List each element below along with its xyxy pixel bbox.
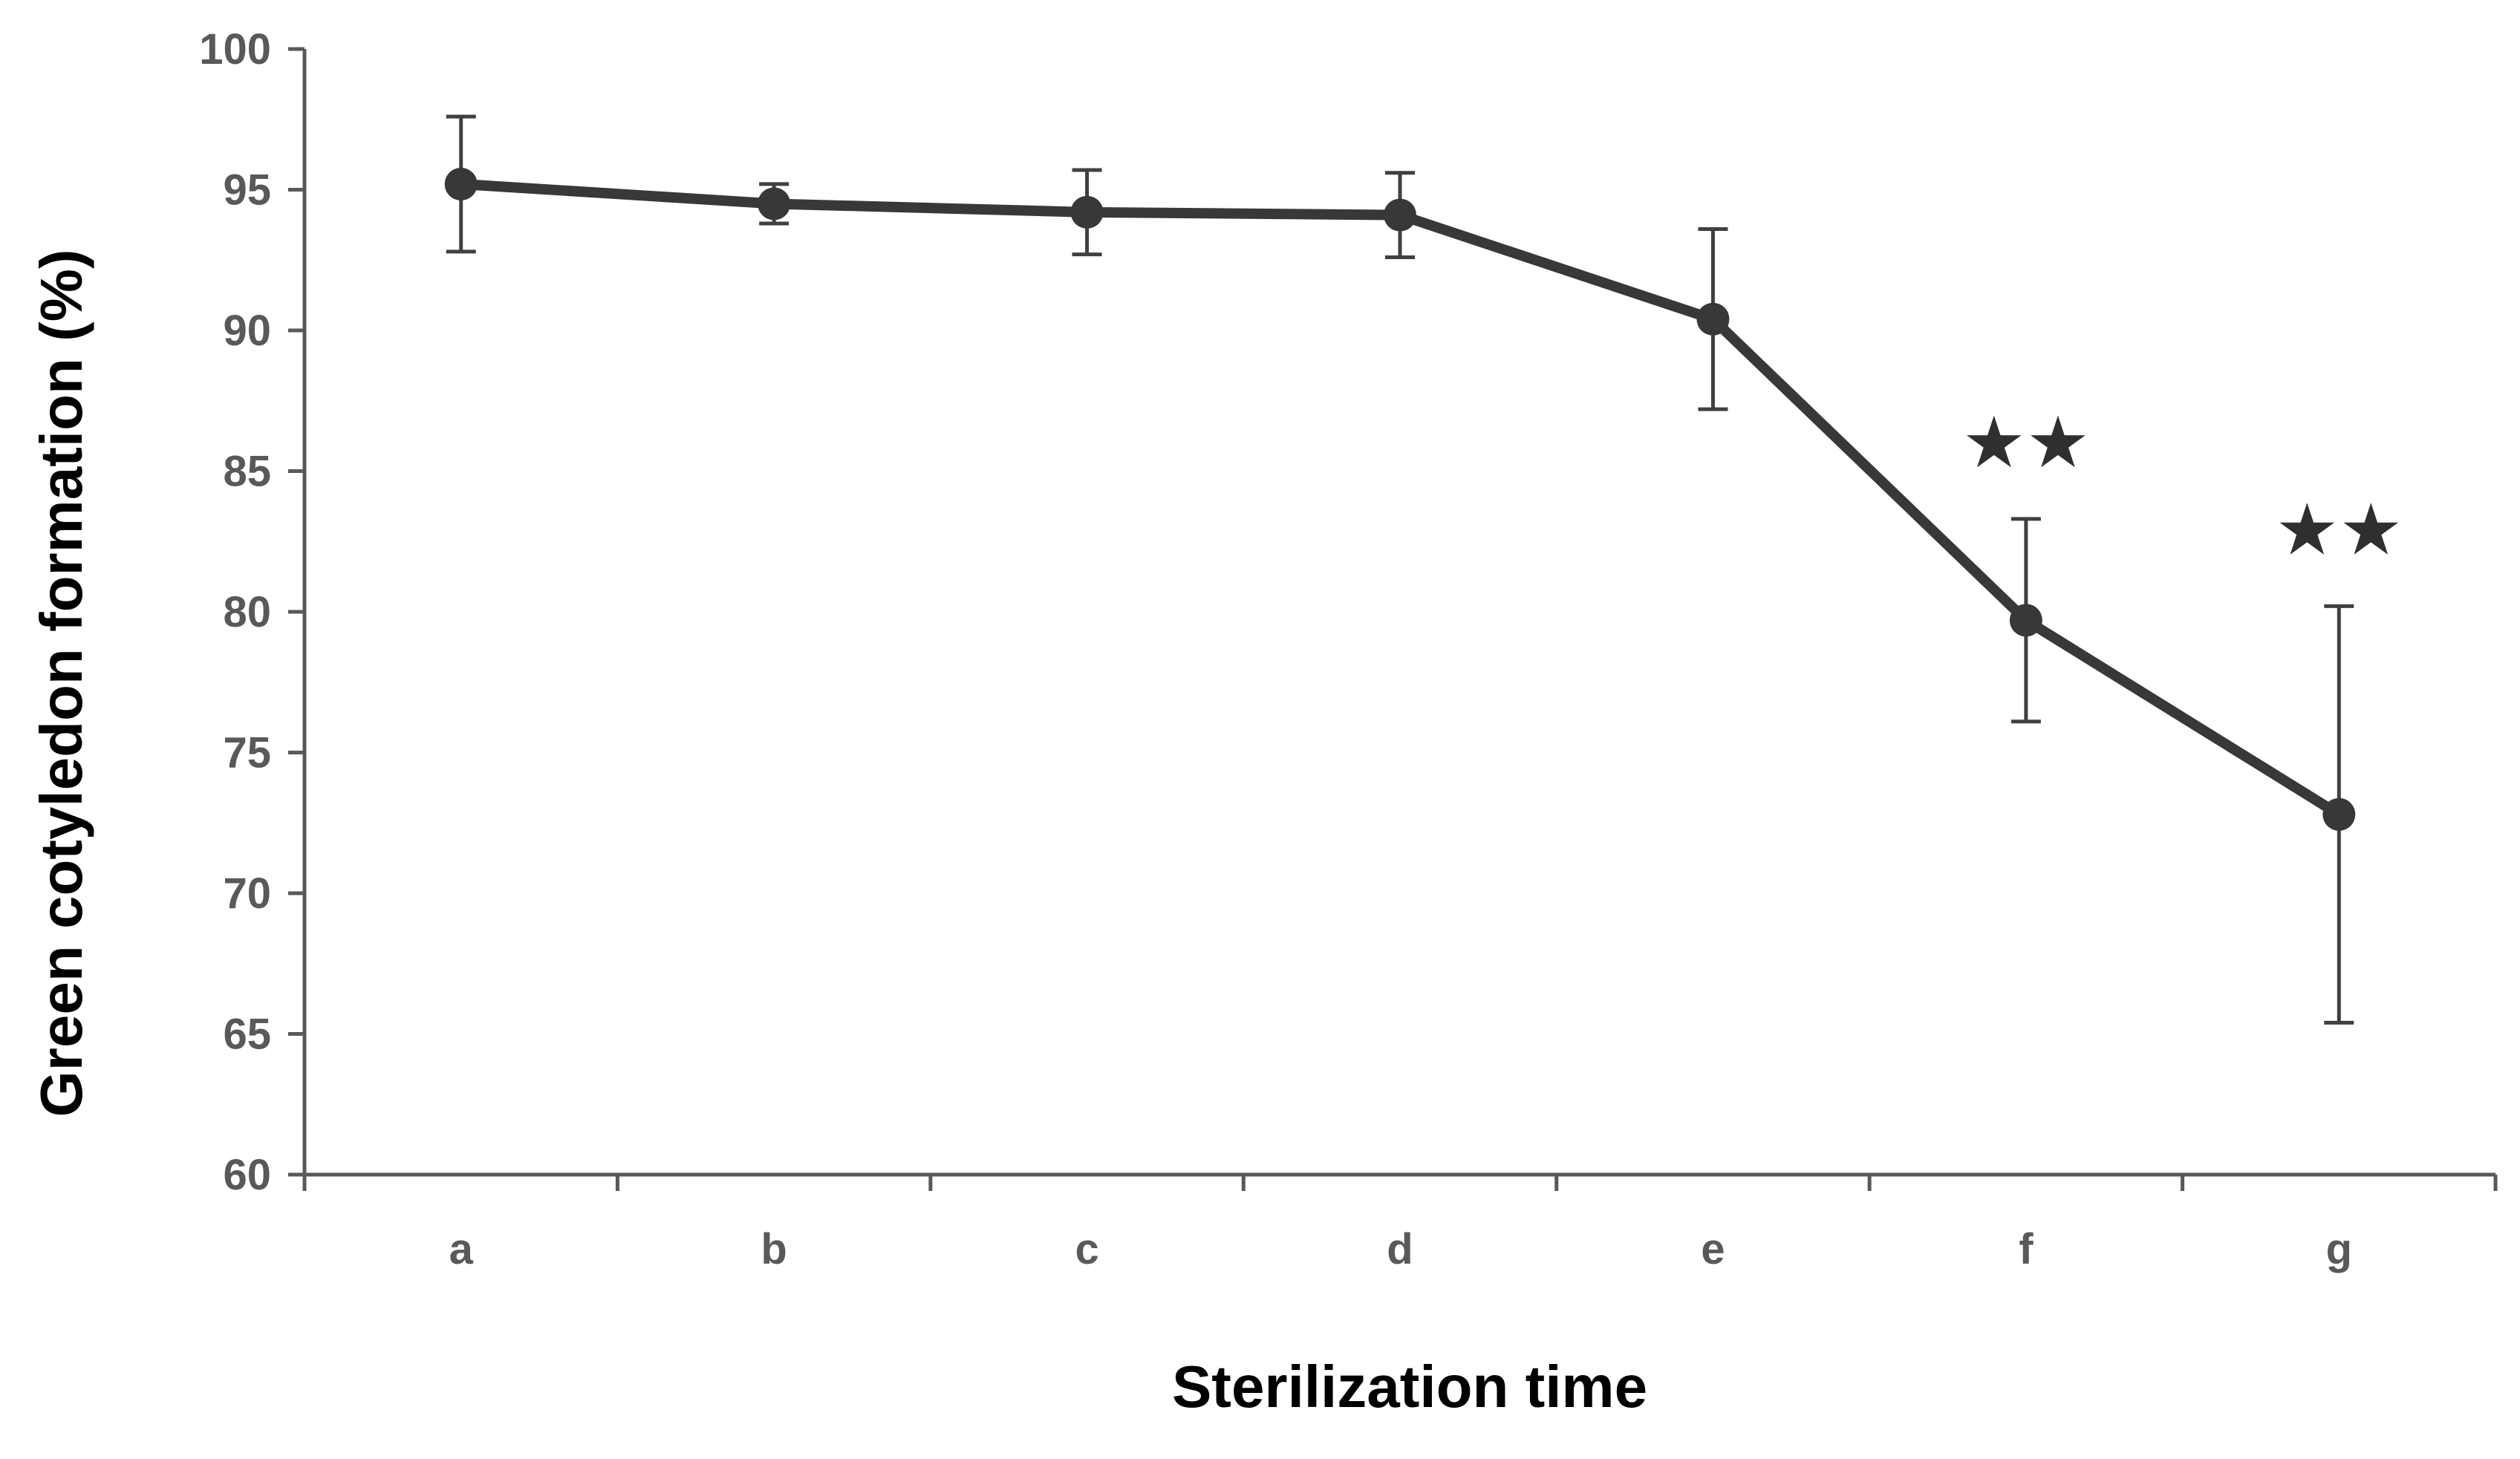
x-tick-label: c [1075,1225,1098,1273]
y-tick-label: 60 [223,1151,271,1199]
labels: Sterilization time Green cotyledon forma… [28,249,2403,1420]
data-point [2322,797,2356,831]
significance-annotation: ★★ [2275,490,2403,569]
data-point [1384,198,1416,232]
x-tick-label: a [449,1225,474,1273]
significance-annotation: ★★ [1962,403,2090,483]
y-tick-label: 80 [223,588,271,636]
axes: 60 65 70 75 80 85 90 95 100 a b c d e f g [199,25,2498,1273]
data-point [1696,302,1730,336]
data-point [2009,604,2042,637]
x-axis-title: Sterilization time [1172,1354,1647,1420]
y-tick-label: 75 [223,729,271,777]
x-tick-label: f [2019,1225,2034,1273]
y-tick-label: 95 [223,166,271,215]
data-point [1070,195,1104,229]
y-tick-label: 85 [223,448,271,496]
y-axis-title: Green cotyledon formation (%) [28,249,94,1117]
y-tick-label: 100 [199,25,271,74]
x-tick-label: b [761,1225,787,1273]
data-point [758,187,791,221]
y-tick-label: 90 [223,307,271,355]
x-tick-label: g [2326,1225,2352,1273]
y-tick-label: 65 [223,1011,271,1059]
x-tick-label: e [1701,1225,1725,1273]
series [444,114,2356,1025]
series-line [455,178,2345,820]
y-tick-label: 70 [223,869,271,918]
x-tick-label: d [1387,1225,1413,1273]
data-point [444,167,478,200]
